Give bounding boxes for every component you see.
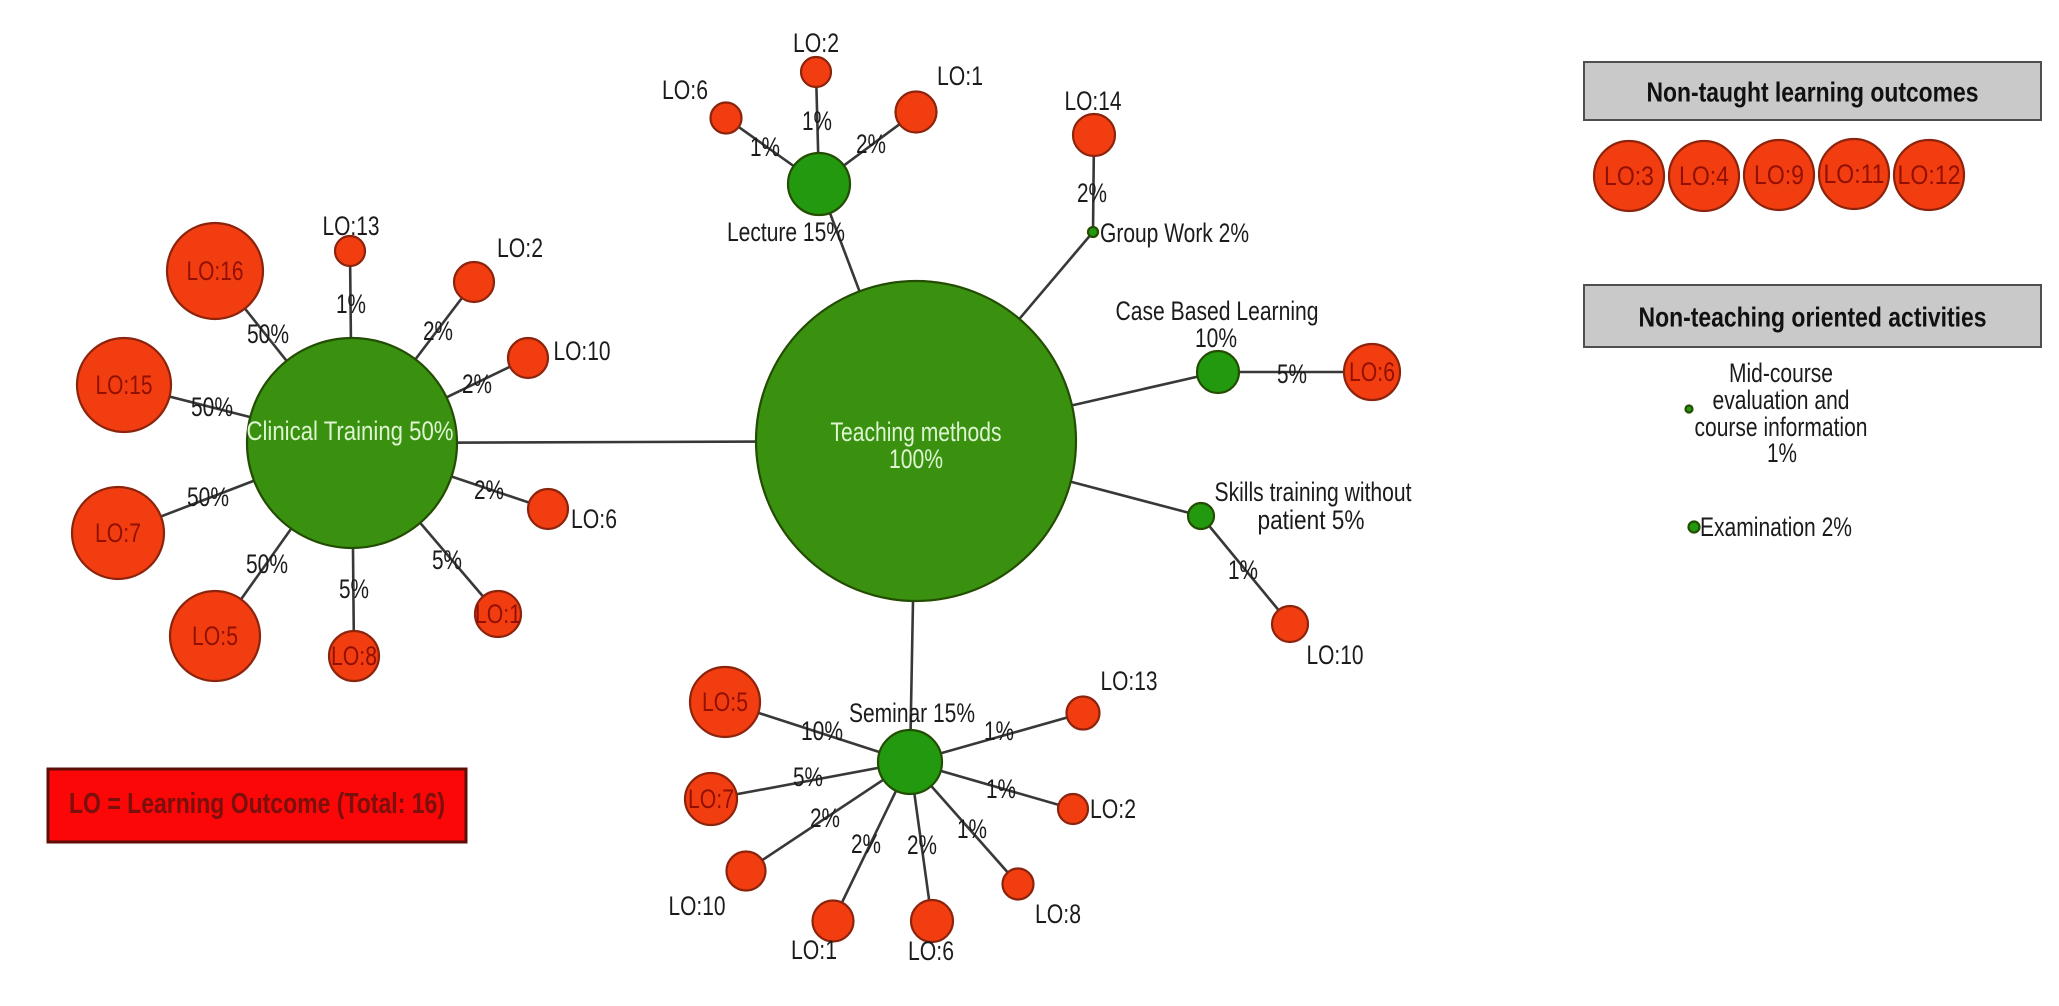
svg-text:LO:3: LO:3 [1604,161,1654,191]
svg-text:1%: 1% [1228,555,1258,585]
svg-text:LO:5: LO:5 [192,621,238,651]
svg-text:2%: 2% [474,475,504,505]
svg-text:LO:10: LO:10 [1307,640,1364,670]
svg-text:Seminar 15%: Seminar 15% [849,698,975,728]
svg-text:Lecture 15%: Lecture 15% [727,217,845,247]
svg-text:50%: 50% [246,549,288,579]
svg-text:Group Work 2%: Group Work 2% [1100,218,1249,248]
svg-text:50%: 50% [247,319,289,349]
svg-text:LO:13: LO:13 [323,211,380,241]
svg-text:LO:6: LO:6 [571,504,617,534]
svg-text:Skills training without: Skills training without [1215,477,1412,507]
svg-text:LO:7: LO:7 [688,784,734,814]
svg-text:Examination 2%: Examination 2% [1700,512,1852,542]
svg-text:1%: 1% [336,289,366,319]
svg-text:LO:6: LO:6 [662,75,708,105]
svg-text:LO:1: LO:1 [937,61,983,91]
svg-text:patient 5%: patient 5% [1258,505,1365,535]
svg-text:Teaching methods: Teaching methods [831,417,1002,447]
svg-text:LO:2: LO:2 [497,233,543,263]
svg-text:5%: 5% [1277,359,1307,389]
svg-text:LO:1: LO:1 [475,599,521,629]
svg-text:2%: 2% [810,803,840,833]
svg-text:2%: 2% [423,316,453,346]
svg-text:2%: 2% [851,829,881,859]
svg-text:1%: 1% [1767,438,1797,468]
svg-text:2%: 2% [462,369,492,399]
svg-text:LO = Learning Outcome (Total:: LO = Learning Outcome (Total: 16) [69,788,445,820]
svg-text:LO:1: LO:1 [791,935,837,965]
svg-text:LO:6: LO:6 [908,936,954,966]
svg-text:10%: 10% [801,716,843,746]
svg-text:LO:2: LO:2 [1090,794,1136,824]
svg-text:2%: 2% [907,830,937,860]
svg-text:Clinical Training 50%: Clinical Training 50% [247,416,454,446]
svg-text:LO:6: LO:6 [1349,357,1395,387]
svg-text:5%: 5% [339,574,369,604]
svg-text:LO:5: LO:5 [702,687,748,717]
svg-text:course information: course information [1695,412,1868,442]
svg-text:1%: 1% [986,774,1016,804]
svg-text:1%: 1% [984,716,1014,746]
svg-text:Non-taught learning outcomes: Non-taught learning outcomes [1647,77,1979,108]
svg-text:1%: 1% [750,132,780,162]
svg-text:LO:7: LO:7 [95,518,141,548]
svg-text:LO:10: LO:10 [554,336,611,366]
svg-text:LO:4: LO:4 [1679,161,1729,191]
svg-text:50%: 50% [187,482,229,512]
svg-text:LO:8: LO:8 [1035,899,1081,929]
svg-text:LO:8: LO:8 [331,641,377,671]
svg-text:LO:9: LO:9 [1754,160,1804,190]
svg-text:5%: 5% [793,762,823,792]
svg-text:Mid-course: Mid-course [1729,358,1833,388]
svg-text:LO:14: LO:14 [1065,86,1122,116]
svg-text:2%: 2% [1077,178,1107,208]
svg-text:100%: 100% [889,444,943,474]
svg-text:5%: 5% [432,545,462,575]
svg-text:evaluation and: evaluation and [1713,385,1850,415]
svg-text:2%: 2% [856,129,886,159]
svg-text:LO:2: LO:2 [793,28,839,58]
svg-text:1%: 1% [802,106,832,136]
svg-text:Non-teaching oriented activiti: Non-teaching oriented activities [1639,302,1987,333]
svg-text:50%: 50% [191,392,233,422]
svg-text:LO:13: LO:13 [1101,666,1158,696]
svg-text:LO:15: LO:15 [96,370,153,400]
svg-text:LO:10: LO:10 [669,891,726,921]
svg-text:LO:12: LO:12 [1898,160,1961,190]
svg-text:LO:16: LO:16 [187,256,244,286]
svg-text:10%: 10% [1195,323,1237,353]
svg-text:Case Based Learning: Case Based Learning [1116,296,1319,326]
svg-text:1%: 1% [957,814,987,844]
svg-text:LO:11: LO:11 [1824,159,1885,189]
